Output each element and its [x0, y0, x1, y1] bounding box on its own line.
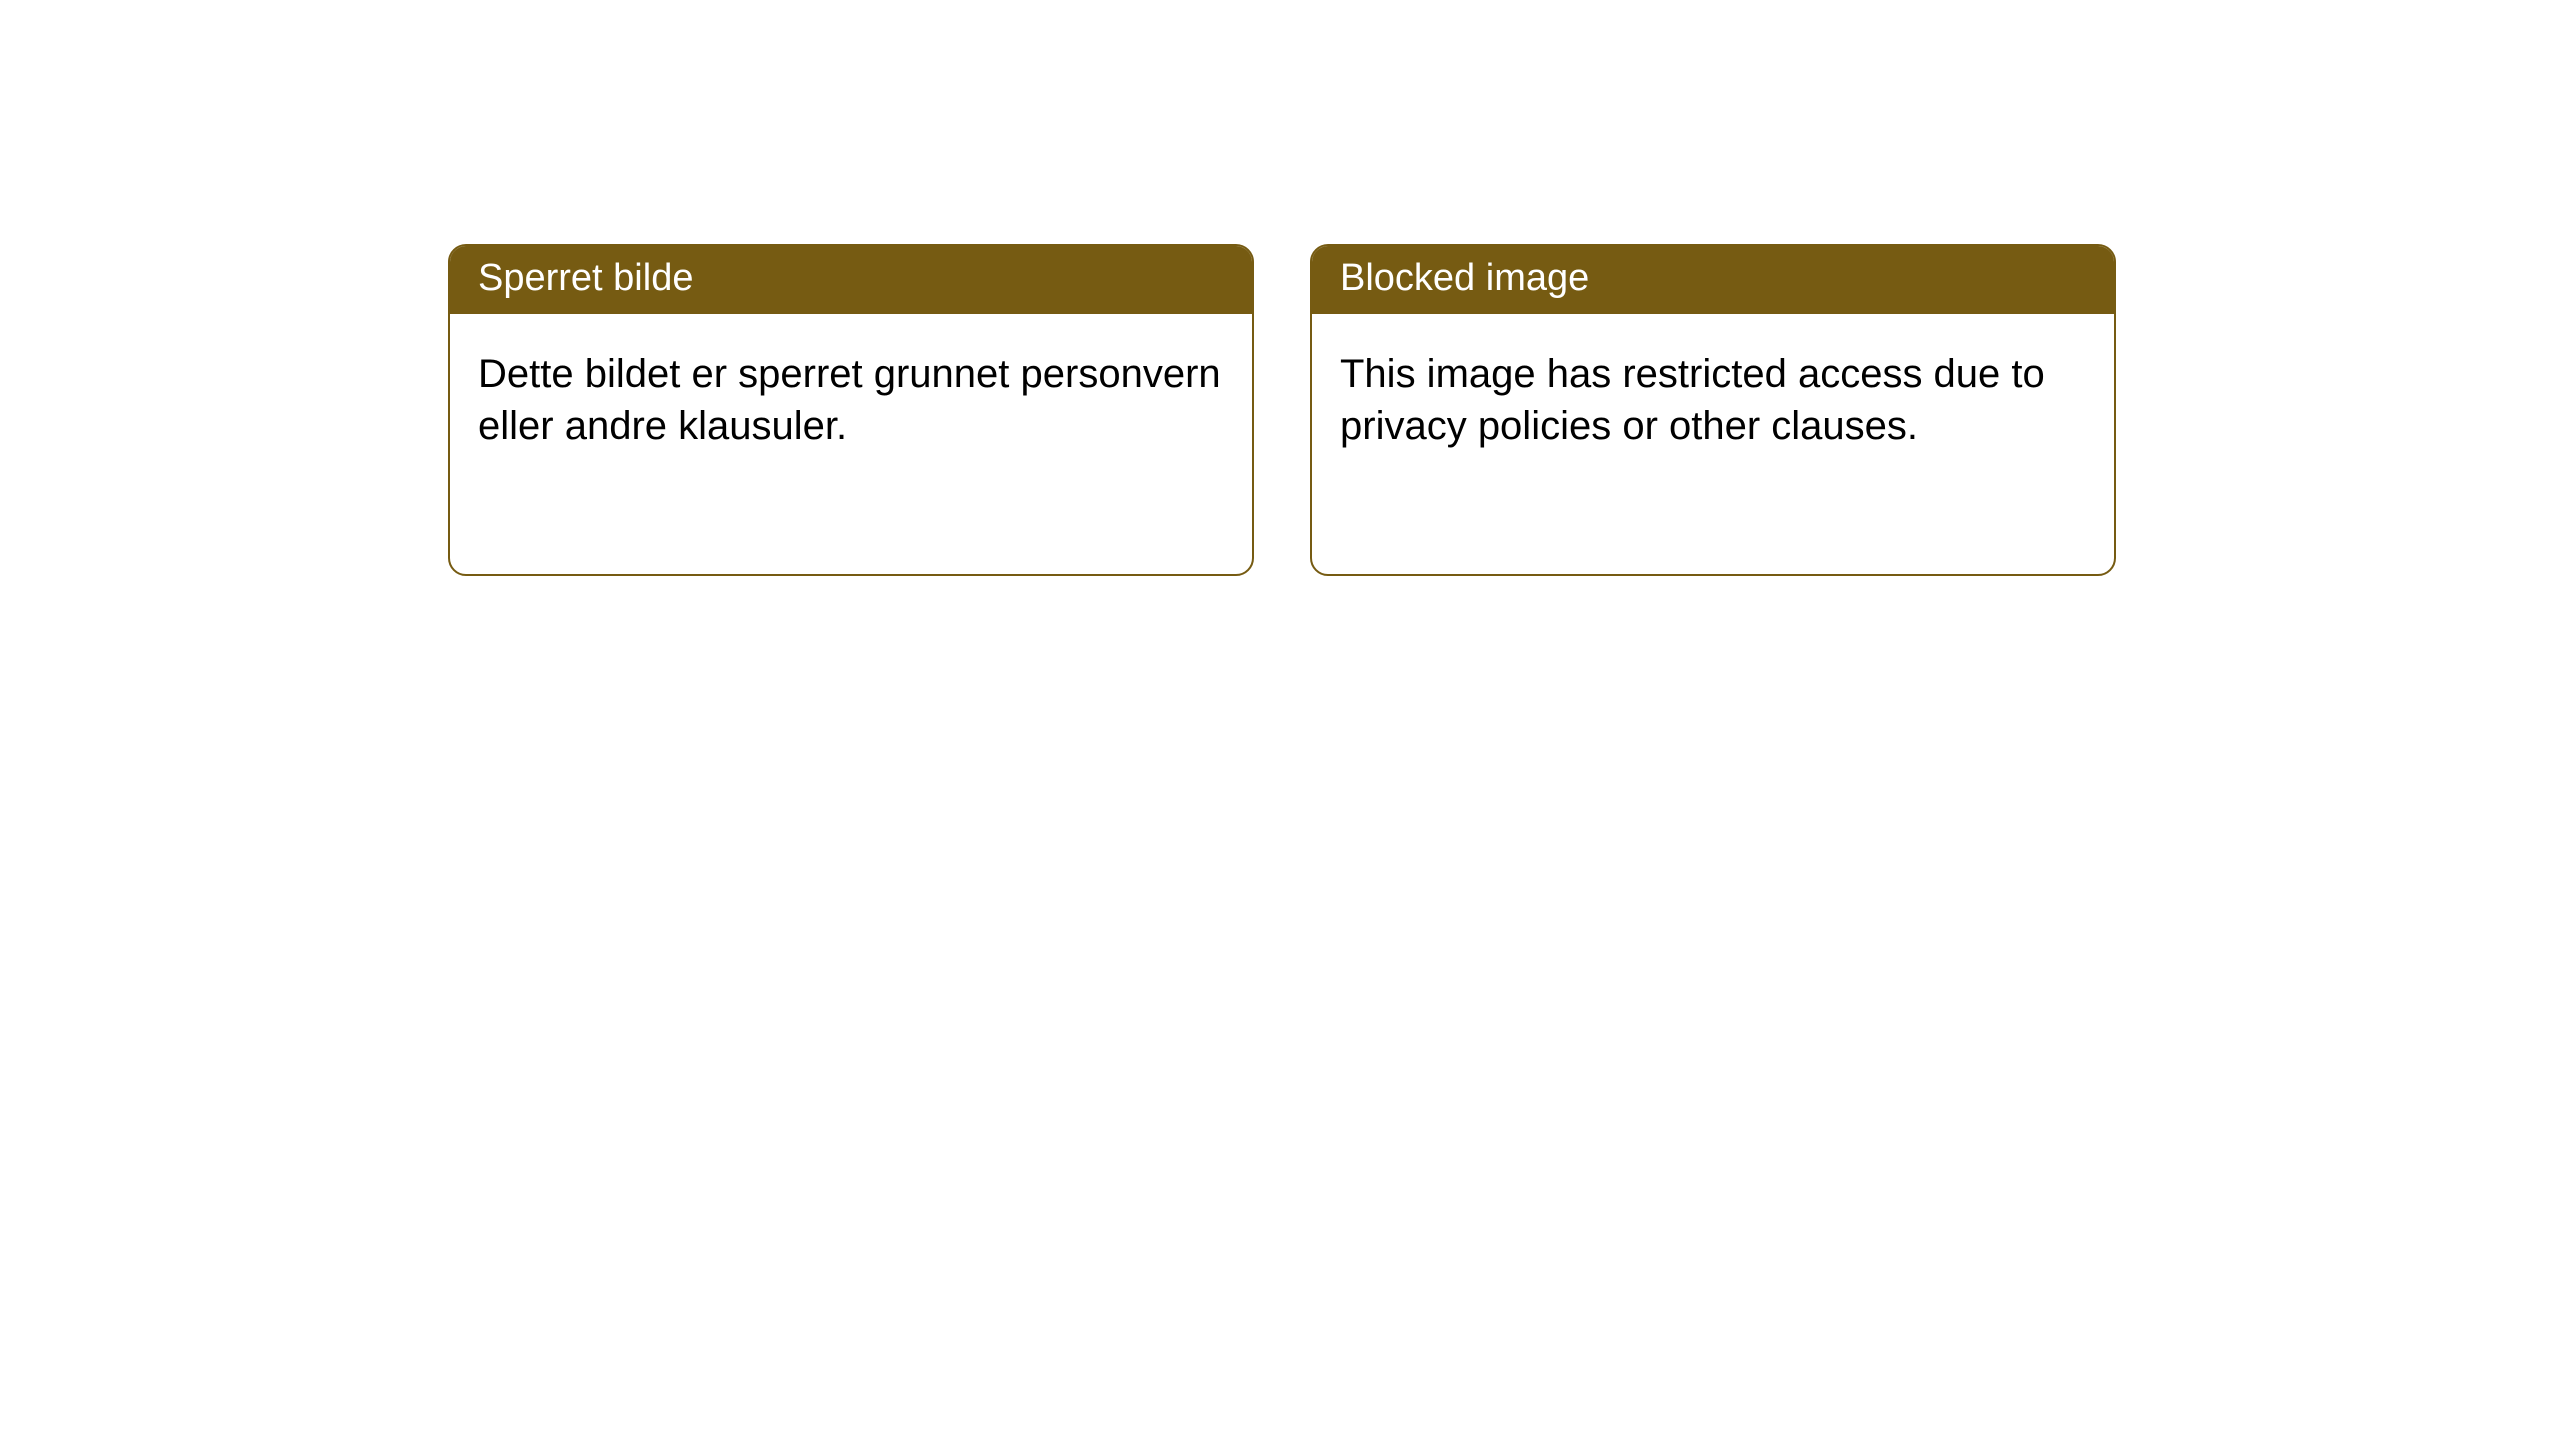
notice-container: Sperret bilde Dette bildet er sperret gr… [0, 0, 2560, 576]
notice-header: Sperret bilde [450, 246, 1252, 314]
notice-card-norwegian: Sperret bilde Dette bildet er sperret gr… [448, 244, 1254, 576]
notice-body: Dette bildet er sperret grunnet personve… [450, 314, 1252, 486]
notice-card-english: Blocked image This image has restricted … [1310, 244, 2116, 576]
notice-body: This image has restricted access due to … [1312, 314, 2114, 486]
notice-header: Blocked image [1312, 246, 2114, 314]
